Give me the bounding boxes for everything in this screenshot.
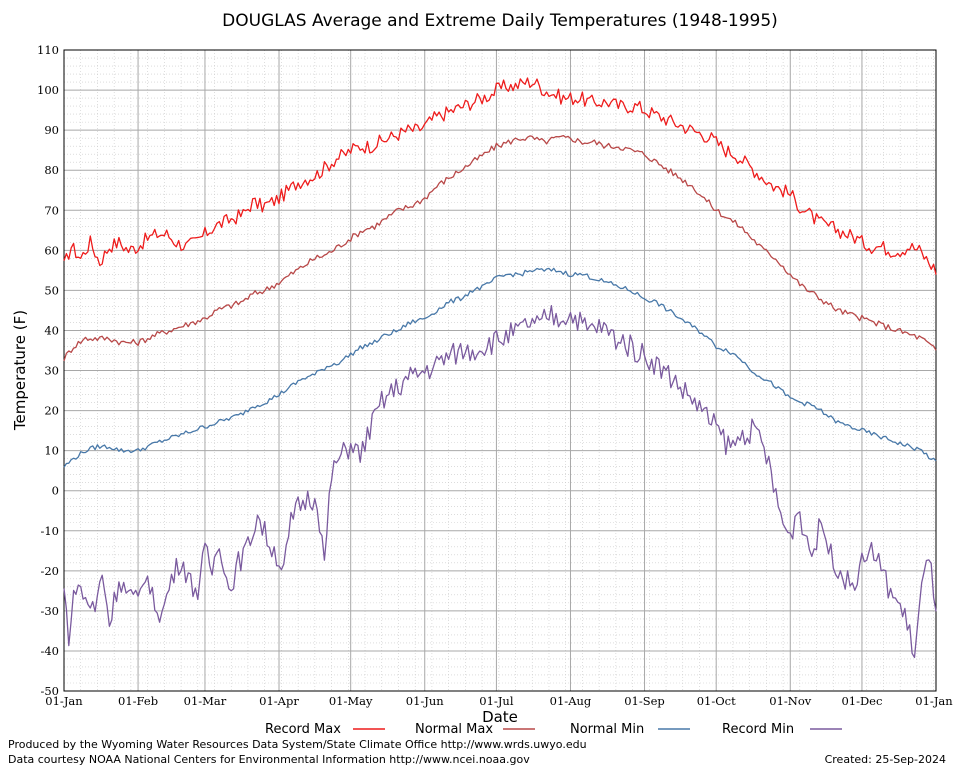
legend-label-record-max: Record Max [265,722,341,737]
y-axis-label: Temperature (F) [11,310,29,431]
y-tick-label: -10 [40,524,59,538]
x-tick-label: 01-Jan [915,694,953,708]
y-tick-label: 80 [44,163,59,177]
footer-created: Created: 25-Sep-2024 [825,753,946,766]
series-line-normal-min [63,267,937,468]
series-line-normal-max [63,134,937,362]
y-tick-label: 0 [52,484,59,498]
y-tick-label: 10 [44,444,59,458]
x-tick-label: 01-Aug [550,694,592,708]
y-tick-label: 20 [44,404,59,418]
x-tick-label: 01-Feb [118,694,158,708]
y-tick-label: 100 [37,83,59,97]
y-tick-label: 70 [44,203,59,217]
footer-data-source: Data courtesy NOAA National Centers for … [8,753,530,766]
x-tick-label: 01-May [329,694,373,708]
x-tick-label: 01-Nov [769,694,812,708]
x-tick-label: 01-Jun [406,694,445,708]
series-line-record-max [63,77,937,275]
x-tick-label: 01-Sep [624,694,665,708]
y-tick-label: -50 [40,684,59,698]
y-tick-label: -40 [40,644,59,658]
legend-label-record-min: Record Min [722,722,794,737]
legend-label-normal-min: Normal Min [570,722,644,737]
y-tick-label: 40 [44,323,59,337]
series-line-record-min [63,305,937,659]
legend-label-normal-max: Normal Max [415,722,493,737]
x-tick-label: 01-Mar [184,694,227,708]
y-tick-label: 90 [44,123,59,137]
y-tick-label: -20 [40,564,59,578]
x-tick-label: 01-Jul [479,694,514,708]
y-tick-label: 60 [44,243,59,257]
x-tick-label: 01-Oct [697,694,736,708]
x-axis-ticks: 01-Jan 01-Feb 01-Mar 01-Apr 01-May 01-Jun 01-J… [45,694,953,708]
series-layer [63,77,937,659]
y-tick-label: -30 [40,604,59,618]
x-axis-label: Date [482,708,518,726]
chart-title: DOUGLAS Average and Extreme Daily Temper… [222,11,778,31]
y-axis-ticks: -50 -40 -30 -20 -10 0 10 20 30 40 50 60 70 80 90 100 110 [37,43,59,698]
legend: Record Max Normal Max Normal Min Record Min [265,722,842,737]
y-tick-label: 30 [44,364,59,378]
x-tick-label: 01-Jan [45,694,83,708]
plot-frame [63,49,937,692]
y-tick-label: 110 [37,43,59,57]
footer-producer: Produced by the Wyoming Water Resources … [8,738,587,751]
y-tick-label: 50 [44,283,59,297]
x-tick-label: 01-Dec [841,694,882,708]
x-tick-label: 01-Apr [259,694,299,708]
